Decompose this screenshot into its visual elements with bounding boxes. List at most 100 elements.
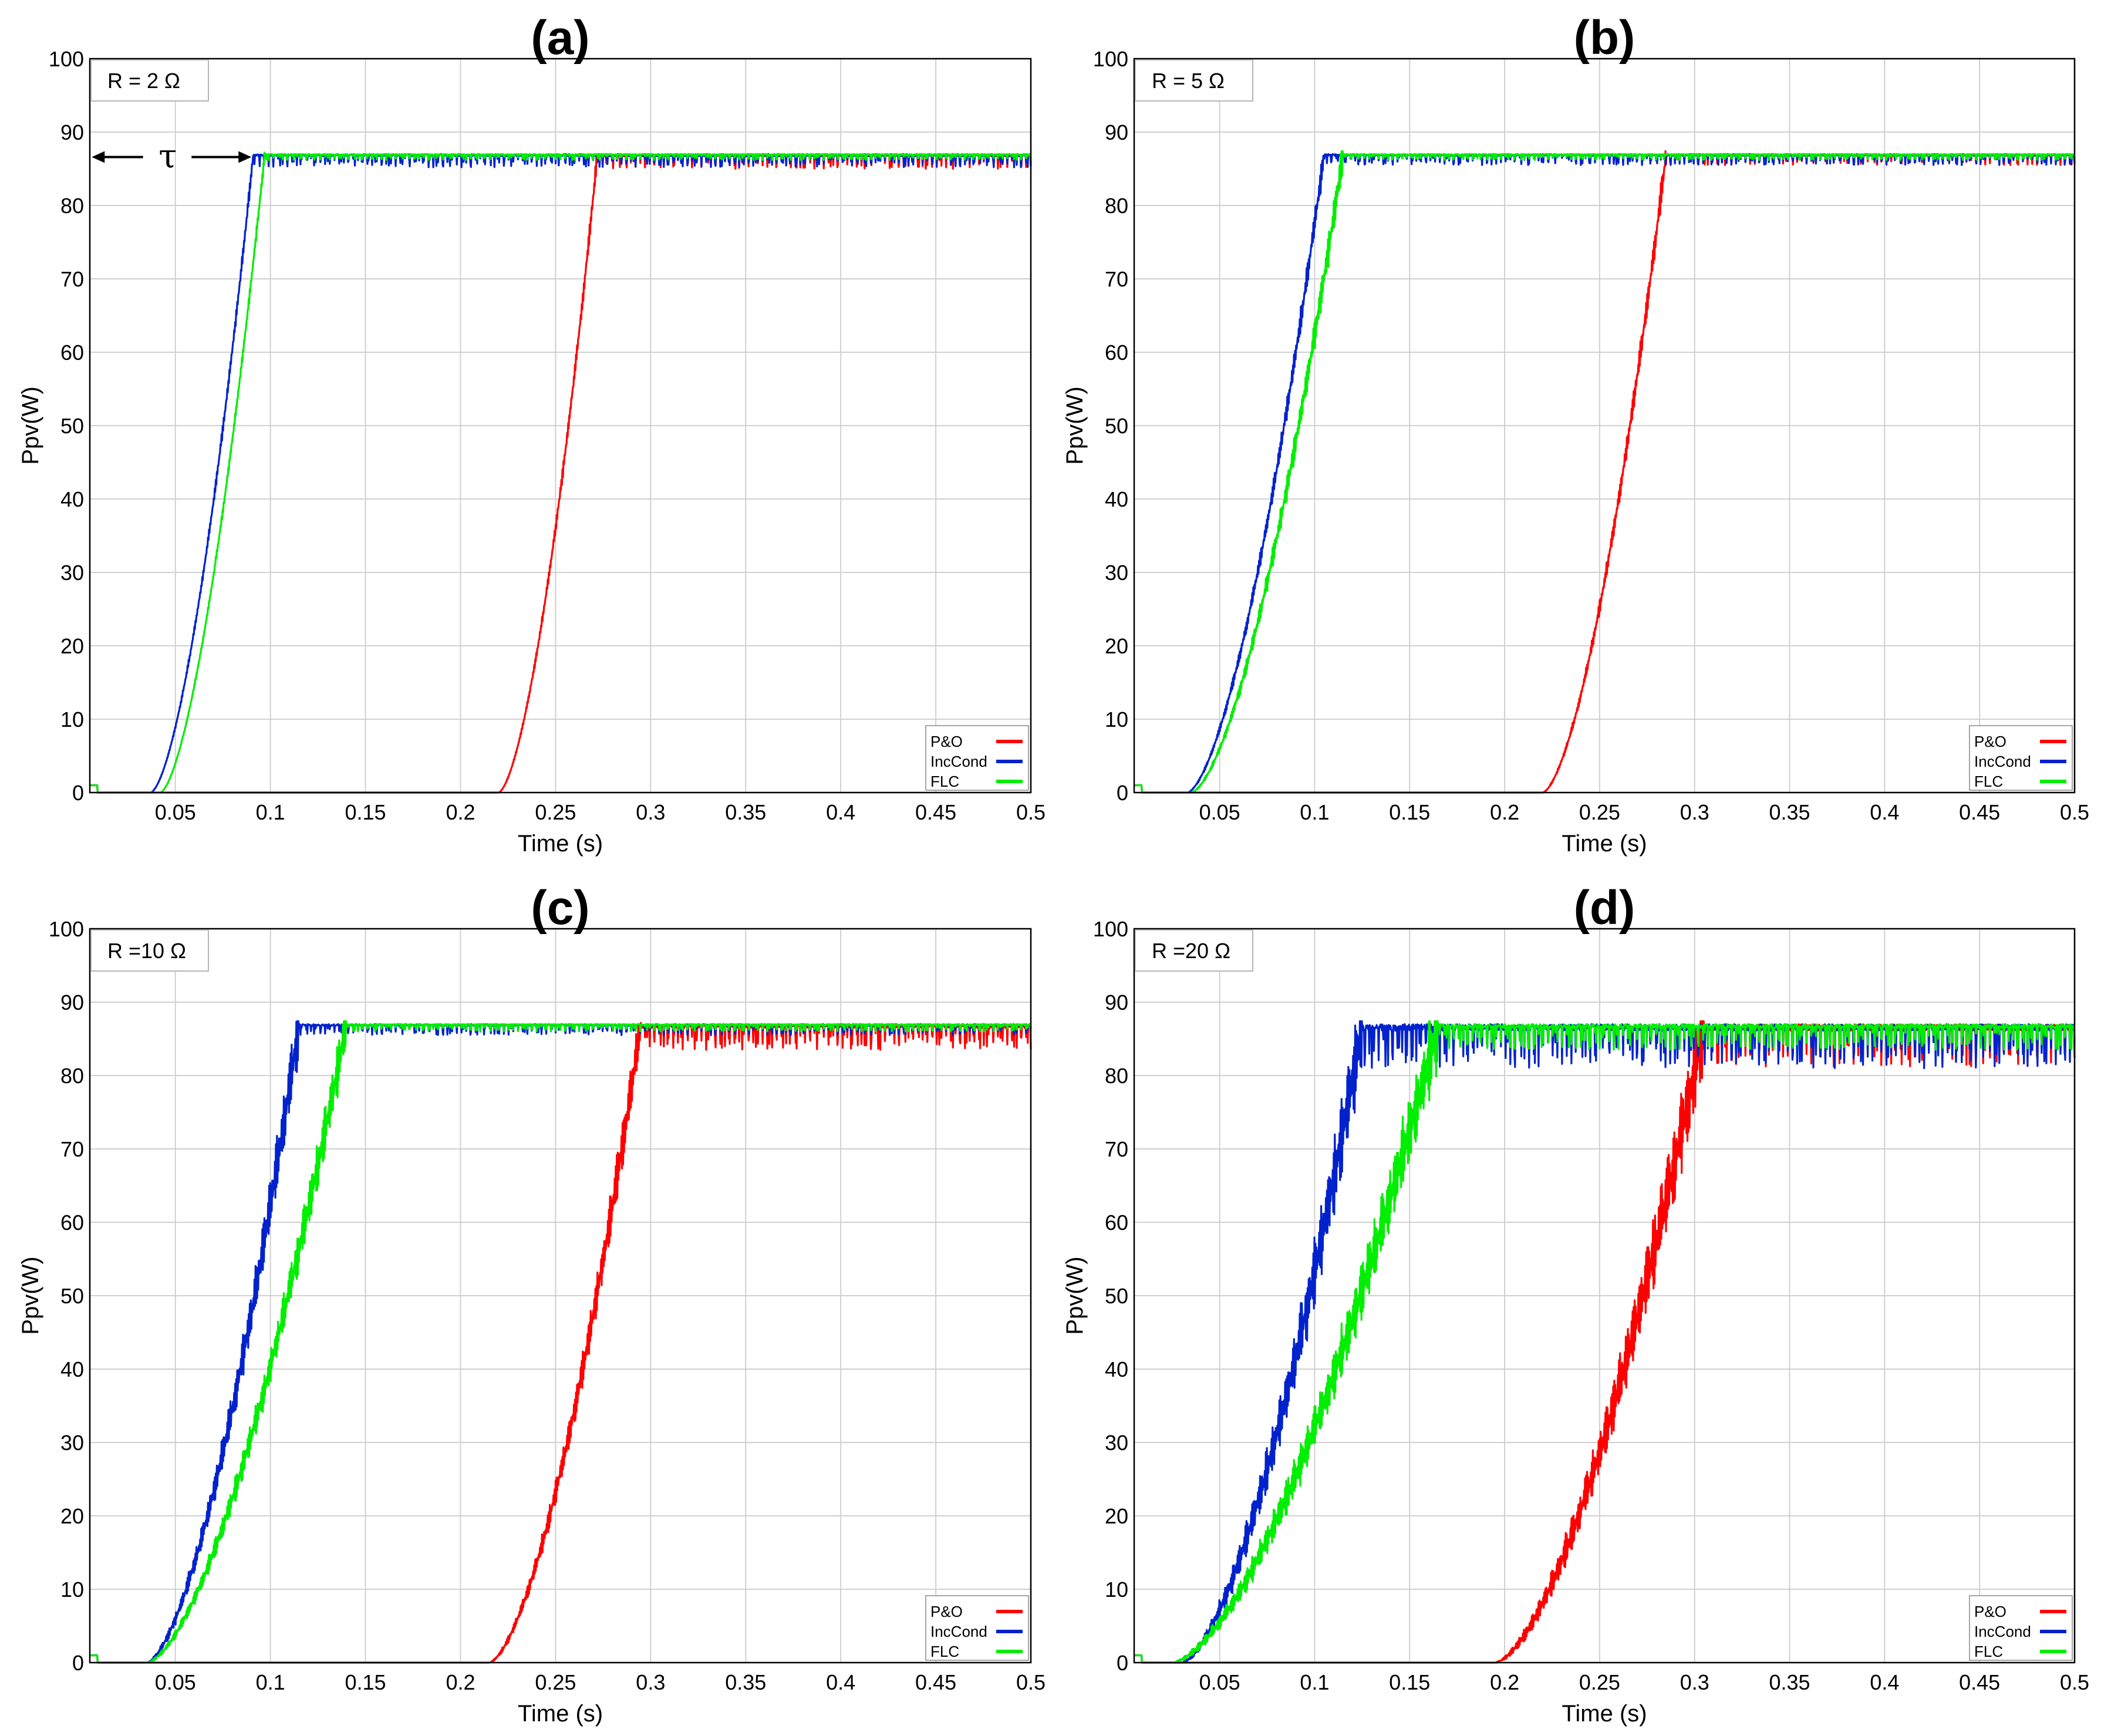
legend-label: P&O: [1974, 1603, 2006, 1620]
legend-label: P&O: [1974, 733, 2006, 750]
y-tick-label: 80: [60, 1064, 84, 1088]
y-tick-label: 60: [60, 341, 84, 365]
legend-box: [925, 1595, 1029, 1661]
y-tick-label: 70: [1105, 267, 1128, 291]
panel-label: (b): [1574, 11, 1635, 65]
x-tick-label: 0.5: [1016, 800, 1046, 824]
x-tick-label: 0.1: [1300, 800, 1329, 824]
legend-box: [1969, 725, 2073, 791]
y-tick-label: 50: [1105, 1284, 1128, 1308]
legend: P&O IncCond FLC: [925, 1595, 1029, 1661]
x-tick-label: 0.3: [636, 1670, 665, 1694]
x-tick-label: 0.1: [256, 1670, 285, 1694]
legend-label: IncCond: [930, 753, 987, 770]
y-axis-title: Ppv(W): [18, 386, 43, 464]
y-tick-label: 10: [60, 1577, 84, 1602]
y-tick-label: 10: [1105, 707, 1128, 732]
y-axis-title: Ppv(W): [1062, 1256, 1088, 1334]
x-tick-label: 0.1: [256, 800, 285, 824]
tau-arrowhead-left: [92, 151, 105, 163]
x-tick-label: 0.5: [1016, 1670, 1046, 1694]
series-line-flc: [89, 1020, 1032, 1664]
legend: P&O IncCond FLC: [1969, 725, 2073, 791]
y-tick-label: 60: [1105, 1211, 1128, 1235]
axes-frame: [89, 928, 1032, 1664]
x-tick-label: 0.15: [1389, 800, 1430, 824]
y-tick-label: 50: [1105, 414, 1128, 438]
x-tick-label: 0.35: [1769, 1670, 1810, 1694]
x-tick-label: 0.5: [2060, 1670, 2089, 1694]
x-axis-title: Time (s): [518, 1701, 603, 1727]
y-tick-label: 70: [60, 1137, 84, 1161]
panel-label: (a): [531, 11, 589, 65]
legend-label: FLC: [1974, 773, 2003, 790]
y-tick-label: 90: [60, 990, 84, 1014]
x-tick-label: 0.4: [1870, 1670, 1899, 1694]
x-tick-label: 0.5: [2060, 800, 2089, 824]
x-tick-label: 0.3: [1680, 1670, 1709, 1694]
legend: P&O IncCond FLC: [925, 725, 1029, 791]
y-tick-label: 20: [1105, 634, 1128, 658]
y-tick-label: 40: [60, 1357, 84, 1381]
y-tick-label: 80: [1105, 194, 1128, 218]
y-tick-label: 100: [49, 917, 84, 941]
legend-label: IncCond: [1974, 753, 2031, 770]
tau-annotation: τ: [92, 138, 252, 176]
x-tick-label: 0.25: [1579, 1670, 1620, 1694]
y-tick-label: 100: [49, 47, 84, 71]
x-tick-label: 0.4: [826, 1670, 855, 1694]
y-tick-label: 90: [1105, 990, 1128, 1014]
legend-label: IncCond: [1974, 1623, 2031, 1640]
x-tick-label: 0.2: [1490, 1670, 1519, 1694]
legend-label: FLC: [930, 1643, 959, 1660]
x-tick-label: 0.3: [1680, 800, 1709, 824]
x-tick-label: 0.05: [1199, 800, 1240, 824]
series-line-flc: [1134, 1020, 2076, 1664]
resistance-label: R =20 Ω: [1152, 939, 1230, 963]
y-tick-label: 70: [60, 267, 84, 291]
x-tick-label: 0.25: [535, 1670, 576, 1694]
x-axis-title: Time (s): [518, 831, 603, 857]
y-tick-label: 80: [60, 194, 84, 218]
resistance-box: [90, 929, 209, 972]
x-tick-label: 0.05: [155, 800, 196, 824]
x-tick-label: 0.3: [636, 800, 665, 824]
y-tick-label: 30: [60, 561, 84, 585]
series-line-flc: [89, 151, 1032, 794]
y-tick-label: 50: [60, 1284, 84, 1308]
legend-box: [925, 725, 1029, 791]
resistance-box: [1135, 59, 1253, 102]
y-tick-label: 80: [1105, 1064, 1128, 1088]
resistance-label: R =10 Ω: [107, 939, 186, 963]
resistance-box: [90, 59, 209, 102]
x-tick-label: 0.15: [345, 800, 386, 824]
x-tick-label: 0.35: [1769, 800, 1810, 824]
y-tick-label: 40: [1105, 1357, 1128, 1381]
x-axis-title: Time (s): [1562, 1701, 1647, 1727]
tau-arrowhead-right: [238, 151, 252, 163]
x-tick-label: 0.1: [1300, 1670, 1329, 1694]
y-tick-label: 40: [60, 487, 84, 511]
y-tick-label: 30: [1105, 1431, 1128, 1455]
y-tick-label: 60: [60, 1211, 84, 1235]
y-tick-label: 30: [1105, 561, 1128, 585]
y-tick-label: 20: [60, 1504, 84, 1528]
resistance-box: [1135, 929, 1253, 972]
chart-panel-2: 0.05 0.1 0.15 0.2 0.25 0.3 0.35 0.4 0.45 0.5 0 10 20…: [1062, 11, 2089, 857]
panel-label: (d): [1574, 881, 1635, 935]
x-tick-label: 0.45: [915, 800, 956, 824]
y-tick-label: 10: [60, 707, 84, 732]
y-tick-label: 90: [1105, 120, 1128, 144]
y-tick-label: 70: [1105, 1137, 1128, 1161]
x-tick-label: 0.25: [535, 800, 576, 824]
y-tick-label: 0: [1117, 1651, 1128, 1675]
y-tick-label: 40: [1105, 487, 1128, 511]
y-tick-label: 100: [1093, 47, 1128, 71]
y-axis-title: Ppv(W): [18, 1256, 43, 1334]
x-tick-label: 0.4: [1870, 800, 1899, 824]
y-tick-label: 50: [60, 414, 84, 438]
legend: P&O IncCond FLC: [1969, 1595, 2073, 1661]
x-tick-label: 0.35: [725, 1670, 766, 1694]
chart-panel-1: 0.05 0.1 0.15 0.2 0.25 0.3 0.35 0.4 0.45 0.5 0 10 20…: [18, 11, 1046, 857]
x-axis-title: Time (s): [1562, 831, 1647, 857]
